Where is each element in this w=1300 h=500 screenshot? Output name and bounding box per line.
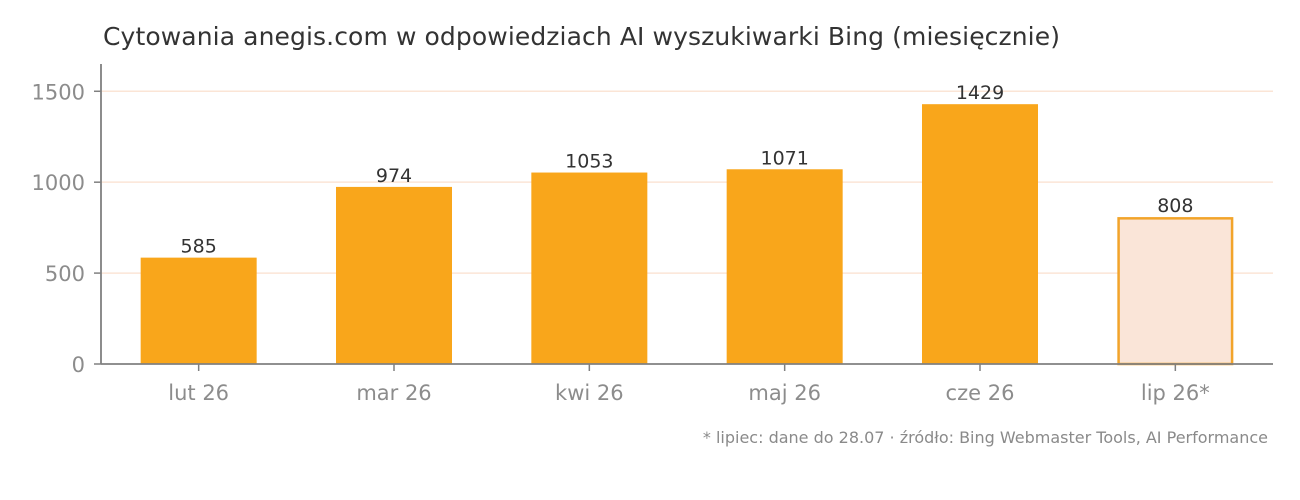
bar	[922, 104, 1038, 364]
y-tick-label: 500	[45, 262, 85, 286]
bar	[726, 169, 843, 364]
chart-title: Cytowania anegis.com w odpowiedziach AI …	[103, 22, 1061, 51]
x-tick-label: cze 26	[946, 381, 1015, 405]
data-label: 974	[376, 165, 412, 187]
data-label: 585	[181, 236, 217, 258]
x-tick-label: lip 26*	[1141, 381, 1210, 405]
bar	[140, 257, 257, 364]
chart-footnote: * lipiec: dane do 28.07 · źródło: Bing W…	[702, 428, 1268, 447]
data-label: 1071	[760, 147, 808, 169]
bar	[531, 172, 648, 364]
data-label: 1053	[565, 151, 613, 173]
y-tick-label: 1500	[32, 80, 85, 104]
x-tick-label: mar 26	[356, 381, 431, 405]
data-label: 1429	[956, 82, 1004, 104]
x-tick-label: lut 26	[168, 381, 229, 405]
bar	[336, 186, 452, 364]
x-tick-label: kwi 26	[555, 381, 624, 405]
y-tick-label: 0	[72, 353, 85, 377]
bar	[1117, 217, 1234, 366]
data-label: 808	[1157, 195, 1193, 217]
y-tick-label: 1000	[32, 171, 85, 195]
x-tick-label: maj 26	[748, 381, 821, 405]
